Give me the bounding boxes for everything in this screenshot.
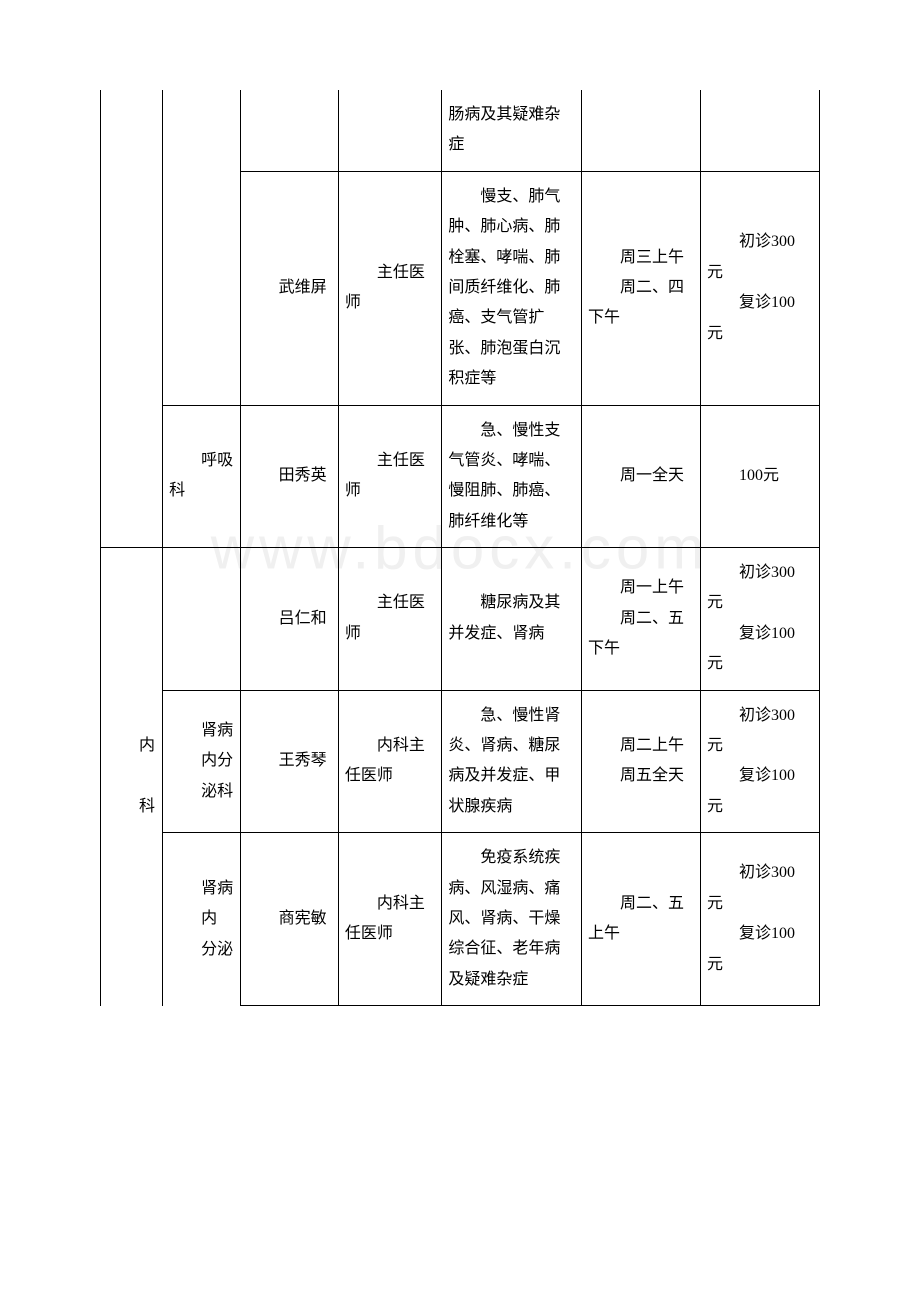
table-row: 呼吸科 田秀英 主任医师 急、慢性支气管炎、哮喘、慢阻肺、肺癌、肺纤维化等 周一…	[101, 405, 820, 548]
table-row: 肾病 内 分泌 商宪敏 内科主任医师 免疫系统疾病、风湿病、痛风、肾病、干燥综合…	[101, 833, 820, 1006]
title-cell: 内科主任医师	[338, 833, 441, 1006]
title-cell: 内科主任医师	[338, 690, 441, 833]
dept-main-cell	[101, 90, 163, 548]
name-cell	[240, 90, 338, 171]
dept-sub-cell: 呼吸科	[163, 405, 241, 548]
specialty-cell: 急、慢性肾炎、肾病、糖尿病及并发症、甲状腺疾病	[442, 690, 582, 833]
name-cell: 王秀琴	[240, 690, 338, 833]
fee-cell: 初诊300 元 复诊100 元	[700, 548, 819, 691]
schedule-table: 肠病及其疑难杂症 武维屏 主任医师 慢支、肺气肿、肺心病、肺栓塞、哮喘、肺间质纤…	[100, 90, 820, 1006]
specialty-cell: 急、慢性支气管炎、哮喘、慢阻肺、肺癌、肺纤维化等	[442, 405, 582, 548]
specialty-cell: 肠病及其疑难杂症	[442, 90, 582, 171]
schedule-cell: 周二上午 周五全天	[582, 690, 701, 833]
title-cell: 主任医师	[338, 405, 441, 548]
fee-cell: 100元	[700, 405, 819, 548]
name-cell: 武维屏	[240, 171, 338, 405]
fee-cell: 初诊300 元 复诊100 元	[700, 690, 819, 833]
schedule-cell: 周一全天	[582, 405, 701, 548]
title-cell: 主任医师	[338, 548, 441, 691]
name-cell: 吕仁和	[240, 548, 338, 691]
fee-cell: 初诊300 元 复诊100 元	[700, 833, 819, 1006]
name-cell: 商宪敏	[240, 833, 338, 1006]
schedule-cell: 周二、五上午	[582, 833, 701, 1006]
fee-cell	[700, 90, 819, 171]
title-cell: 主任医师	[338, 171, 441, 405]
specialty-cell: 糖尿病及其并发症、肾病	[442, 548, 582, 691]
table-row: 肾病 内分 泌科 王秀琴 内科主任医师 急、慢性肾炎、肾病、糖尿病及并发症、甲状…	[101, 690, 820, 833]
dept-sub-cell	[163, 548, 241, 691]
schedule-cell: 周三上午 周二、四下午	[582, 171, 701, 405]
dept-sub-cell	[163, 90, 241, 405]
dept-sub-cell: 肾病 内 分泌	[163, 833, 241, 1006]
fee-cell: 初诊300 元 复诊100 元	[700, 171, 819, 405]
schedule-cell	[582, 90, 701, 171]
schedule-cell: 周一上午 周二、五下午	[582, 548, 701, 691]
dept-main-cell: 内 科	[101, 548, 163, 1006]
table-row: 内 科 吕仁和 主任医师 糖尿病及其并发症、肾病 周一上午 周二、五下午 初诊3…	[101, 548, 820, 691]
title-cell	[338, 90, 441, 171]
table-row: 肠病及其疑难杂症	[101, 90, 820, 171]
specialty-cell: 慢支、肺气肿、肺心病、肺栓塞、哮喘、肺间质纤维化、肺癌、支气管扩张、肺泡蛋白沉积…	[442, 171, 582, 405]
name-cell: 田秀英	[240, 405, 338, 548]
dept-sub-cell: 肾病 内分 泌科	[163, 690, 241, 833]
specialty-cell: 免疫系统疾病、风湿病、痛风、肾病、干燥综合征、老年病及疑难杂症	[442, 833, 582, 1006]
